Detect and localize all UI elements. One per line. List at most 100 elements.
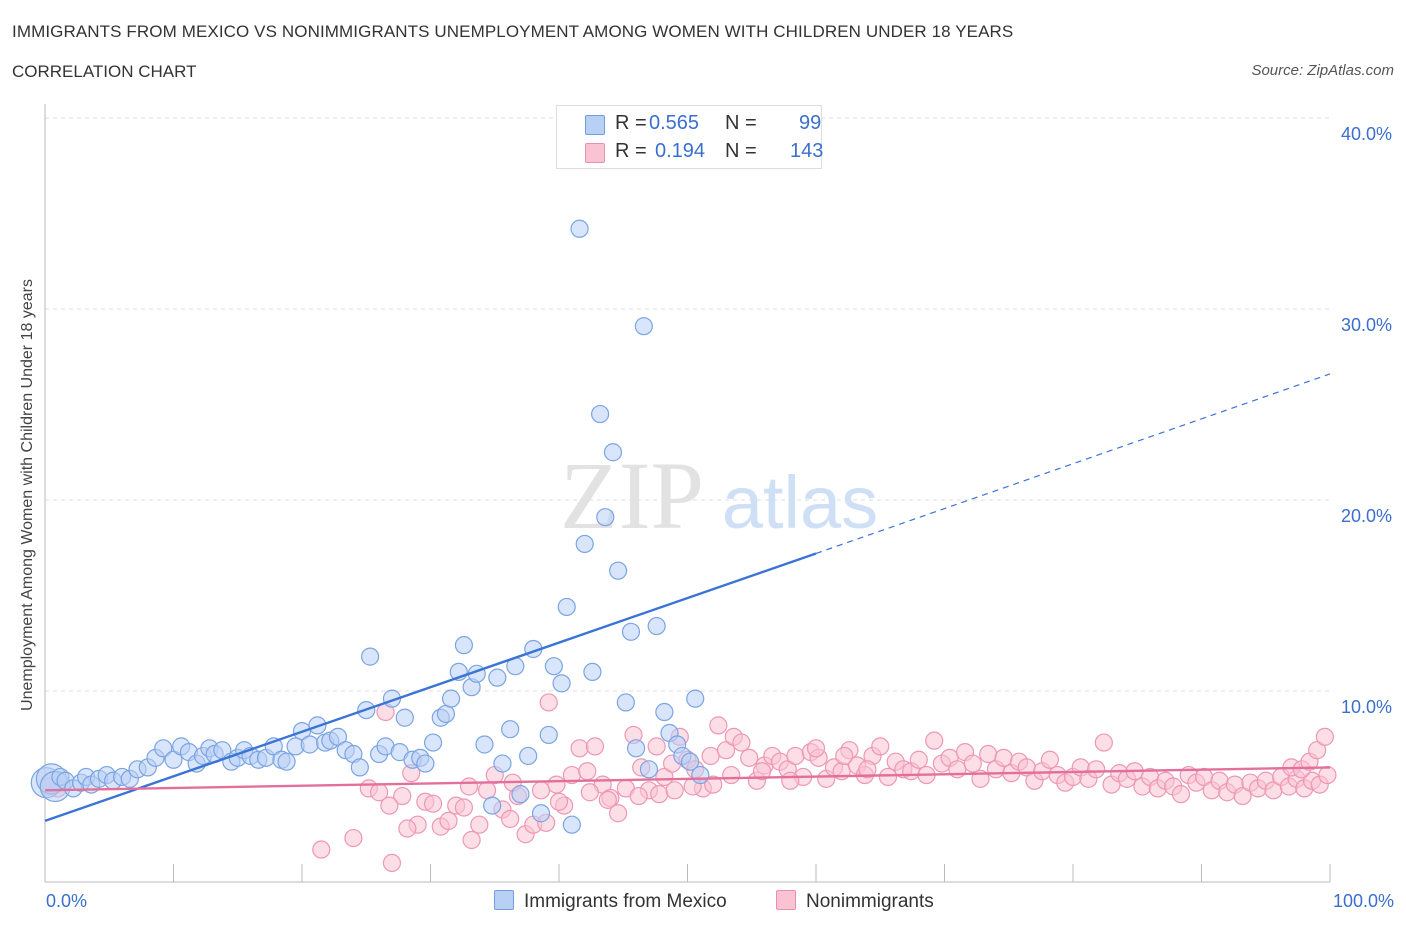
nonimmigrant-point — [423, 794, 443, 813]
nonimmigrant-point — [585, 737, 605, 756]
nonimmigrant-point — [786, 746, 805, 766]
mexico-point — [511, 785, 530, 804]
nonimmigrant-point — [398, 819, 417, 838]
legend-n-value-mexico: 99 — [799, 112, 822, 134]
mexico-point — [441, 689, 461, 708]
nonimmigrant-point — [835, 746, 854, 766]
nonimmigrant-point — [539, 693, 558, 712]
legend-n-label: N = — [725, 140, 757, 162]
mexico-point — [626, 739, 646, 758]
nonimmigrant-point — [1087, 760, 1106, 779]
watermark-atlas: atlas — [722, 461, 878, 544]
mexico-point — [483, 796, 502, 815]
nonimmigrants-trend-line — [44, 766, 1331, 792]
nonimmigrant-point — [1171, 785, 1191, 804]
nonimmigrant-point — [454, 798, 474, 817]
mexico-point — [639, 760, 659, 779]
chart-title: IMMIGRANTS FROM MEXICO VS NONIMMIGRANTS … — [12, 22, 1014, 41]
axes — [44, 104, 1331, 883]
nonimmigrant-point — [1308, 741, 1327, 760]
nonimmigrant-point — [979, 744, 998, 764]
nonimmigrant-point — [704, 775, 723, 794]
mexico-point — [583, 662, 602, 682]
stats-legend: R = 0.565 N = 99 R = 0.194 N = 143 — [556, 105, 824, 169]
nonimmigrant-point — [806, 739, 826, 758]
nonimmigrant-point — [781, 771, 800, 790]
nonimmigrant-point — [629, 786, 648, 806]
nonimmigrant-point — [716, 741, 736, 760]
nonimmigrant-point — [740, 748, 759, 767]
mexico-point — [277, 752, 296, 771]
nonimmigrant-point — [380, 796, 399, 815]
legend-r-value-nonimmigrants: 0.194 — [655, 140, 706, 162]
nonimmigrant-point — [647, 737, 666, 756]
mexico-point — [686, 689, 705, 708]
mexico-point — [596, 508, 615, 527]
nonimmigrant-point — [531, 781, 551, 800]
y-tick-label: 30.0% — [1341, 315, 1392, 335]
mexico-point — [603, 443, 623, 462]
nonimmigrant-point — [1094, 733, 1113, 752]
mexico-point — [691, 765, 710, 785]
nonimmigrant-point — [925, 731, 944, 750]
x-tick-label-max: 100.0% — [1332, 891, 1394, 911]
mexico-point — [454, 636, 474, 655]
nonimmigrant-point — [547, 775, 566, 794]
mexico-trend-line — [44, 552, 817, 823]
mexico-point — [501, 720, 520, 739]
mexico-point — [164, 750, 183, 769]
mexico-point — [423, 733, 443, 752]
nonimmigrant-point — [1040, 750, 1059, 769]
mexico-point — [591, 404, 610, 424]
trend-lines — [44, 373, 1331, 823]
chart-subtitle: CORRELATION CHART — [12, 62, 197, 81]
watermark-zip: ZIP — [560, 442, 704, 549]
mexico-point — [300, 735, 319, 754]
nonimmigrant-point — [382, 853, 402, 873]
x-tick-label-min: 0.0% — [46, 891, 88, 911]
nonimmigrant-point — [878, 767, 898, 787]
nonimmigrant-point — [312, 840, 331, 859]
gridlines — [45, 117, 1330, 692]
nonimmigrant-point — [477, 781, 497, 800]
mexico-point — [609, 561, 628, 580]
mexico-point — [350, 758, 369, 777]
legend-r-label: R = — [615, 140, 647, 162]
y-tick-label: 20.0% — [1341, 506, 1392, 526]
nonimmigrant-point — [665, 781, 684, 800]
mexico-point — [539, 725, 558, 745]
mexico-point — [436, 704, 456, 724]
nonimmigrant-point — [722, 765, 741, 785]
bottom-legend-nonimmigrants: Nonimmigrants — [776, 890, 934, 913]
mexico-point — [154, 739, 173, 758]
bottom-legend-swatch-mexico — [494, 890, 514, 910]
y-tick-label: 10.0% — [1341, 697, 1392, 717]
legend-swatch-nonimmigrants — [585, 143, 605, 163]
mexico-point — [647, 616, 666, 636]
bottom-legend-swatch-nonimmigrants — [776, 890, 796, 910]
legend-n-value-nonimmigrants: 143 — [790, 140, 824, 162]
legend-swatch-mexico — [585, 115, 605, 135]
legend-r-label: R = — [615, 112, 647, 134]
bottom-legend-mexico: Immigrants from Mexico — [494, 890, 727, 913]
nonimmigrant-point — [549, 792, 569, 811]
mexico-point — [552, 674, 571, 693]
nonimmigrant-point — [344, 828, 363, 848]
y-tick-labels: 10.0% 20.0% 30.0% 40.0% — [1341, 124, 1392, 717]
nonimmigrant-point — [909, 750, 928, 769]
mexico-point — [575, 534, 594, 554]
mexico-point — [570, 219, 589, 238]
mexico-point — [519, 746, 538, 766]
nonimmigrant-point — [1318, 765, 1337, 785]
mexico-point — [475, 735, 494, 754]
nonimmigrants-points — [39, 693, 1337, 873]
mexico-trend-extension — [815, 373, 1331, 555]
mexico-point — [531, 804, 551, 823]
nonimmigrant-point — [709, 716, 728, 735]
nonimmigrant-point — [1233, 786, 1252, 806]
nonimmigrant-point — [598, 790, 617, 809]
mexico-point — [328, 727, 348, 746]
mexico-point — [621, 622, 641, 641]
nonimmigrant-point — [994, 748, 1013, 767]
mexico-point — [562, 815, 581, 834]
